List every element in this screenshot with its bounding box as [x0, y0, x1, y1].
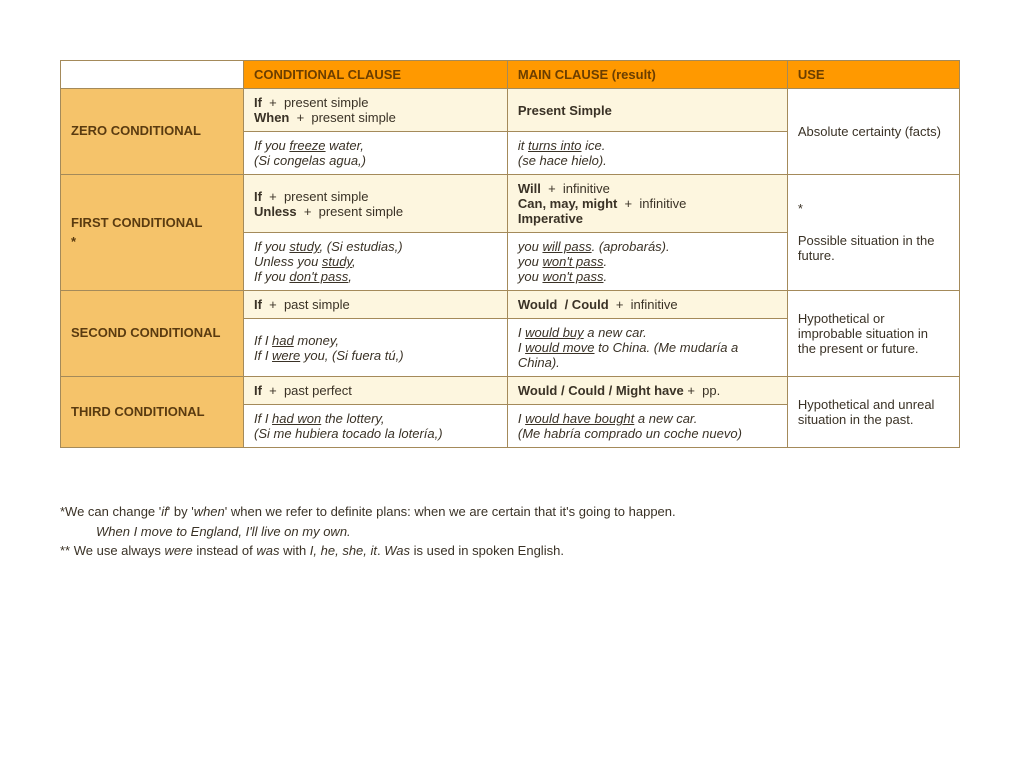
conditionals-table: CONDITIONAL CLAUSE MAIN CLAUSE (result) … — [60, 60, 960, 448]
zero-example-main: it turns into ice.(se hace hielo). — [507, 132, 787, 175]
zero-formula-main: Present Simple — [507, 89, 787, 132]
second-formula-clause: If+past simple — [243, 291, 507, 319]
header-conditional-clause: CONDITIONAL CLAUSE — [243, 61, 507, 89]
second-example-clause: If I had money,If I were you, (Si fuera … — [243, 319, 507, 377]
third-example-clause: If I had won the lottery,(Si me hubiera … — [243, 405, 507, 448]
header-blank — [61, 61, 244, 89]
row-label-first: FIRST CONDITIONAL* — [61, 175, 244, 291]
zero-use: Absolute certainty (facts) — [787, 89, 959, 175]
third-formula-main: Would / Could / Might have + pp. — [507, 377, 787, 405]
header-main-clause: MAIN CLAUSE (result) — [507, 61, 787, 89]
note-1-example: When I move to England, I'll live on my … — [96, 522, 984, 542]
zero-formula-clause: If+present simpleWhen+present simple — [243, 89, 507, 132]
first-example-clause: If you study, (Si estudias,)Unless you s… — [243, 233, 507, 291]
note-1: *We can change 'if' by 'when' when we re… — [60, 502, 984, 522]
second-use: Hypothetical or improbable situation in … — [787, 291, 959, 377]
third-use: Hypothetical and unreal situation in the… — [787, 377, 959, 448]
first-formula-main: Will+infinitiveCan, may, might+infinitiv… — [507, 175, 787, 233]
third-example-main: I would have bought a new car.(Me habría… — [507, 405, 787, 448]
header-use: USE — [787, 61, 959, 89]
third-formula-clause: If+past perfect — [243, 377, 507, 405]
second-example-main: I would buy a new car.I would move to Ch… — [507, 319, 787, 377]
first-example-main: you will pass. (aprobarás).you won't pas… — [507, 233, 787, 291]
first-formula-clause: If+present simpleUnless+present simple — [243, 175, 507, 233]
row-label-second: SECOND CONDITIONAL — [61, 291, 244, 377]
row-label-zero: ZERO CONDITIONAL — [61, 89, 244, 175]
note-2: ** We use always were instead of was wit… — [60, 541, 984, 561]
row-label-third: THIRD CONDITIONAL — [61, 377, 244, 448]
footnotes: *We can change 'if' by 'when' when we re… — [60, 502, 984, 561]
zero-example-clause: If you freeze water,(Si congelas agua,) — [243, 132, 507, 175]
first-use: *Possible situation in the future. — [787, 175, 959, 291]
second-formula-main: Would / Could+infinitive — [507, 291, 787, 319]
